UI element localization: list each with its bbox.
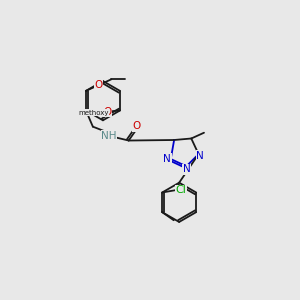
Text: O: O [103, 107, 111, 117]
Text: N: N [164, 154, 171, 164]
Text: NH: NH [101, 131, 117, 141]
Text: Cl: Cl [175, 185, 186, 195]
Text: N: N [182, 164, 190, 174]
Text: methoxy: methoxy [78, 110, 109, 116]
Text: O: O [94, 80, 103, 90]
Text: N: N [196, 151, 204, 161]
Text: O: O [133, 121, 141, 131]
